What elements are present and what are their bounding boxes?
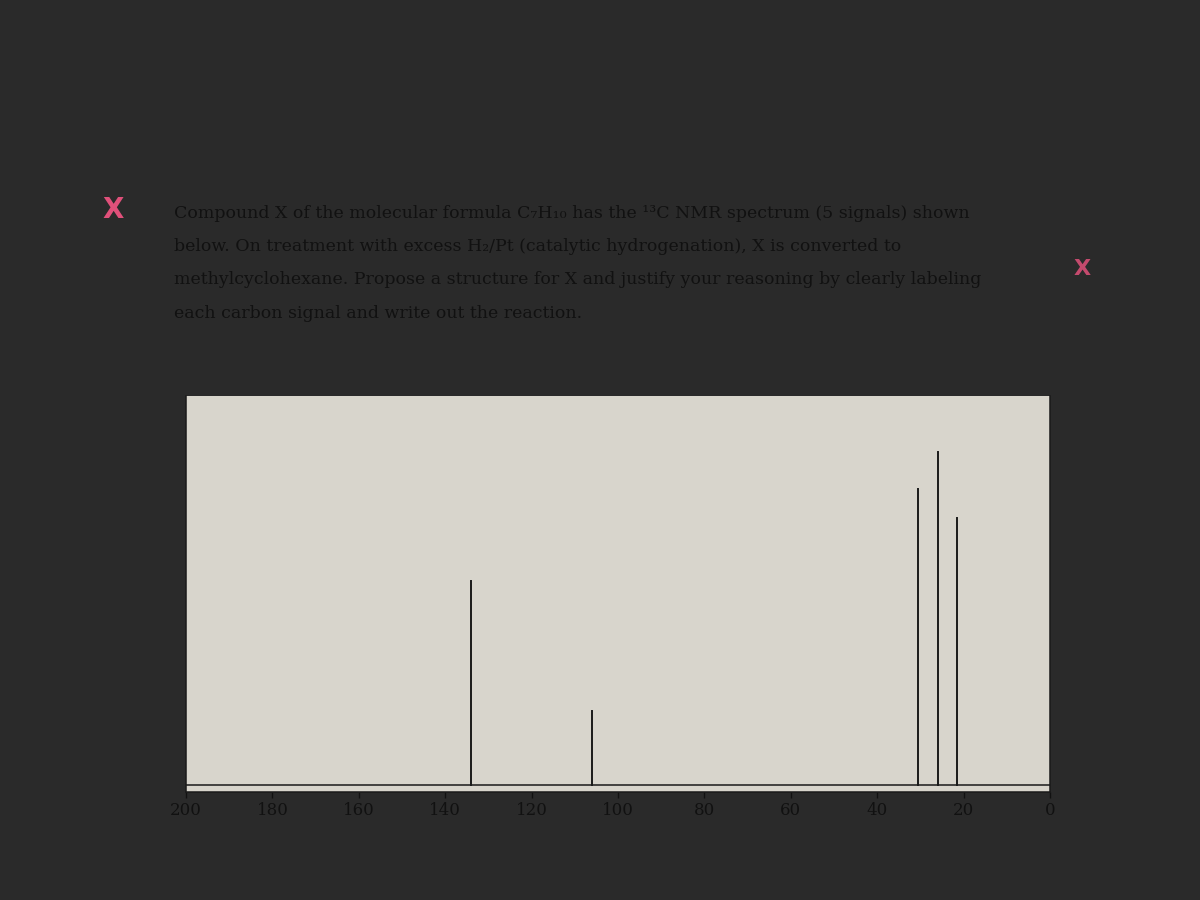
Text: Compound X of the molecular formula C₇H₁₀ has the ¹³C NMR spectrum (5 signals) s: Compound X of the molecular formula C₇H₁… [174, 204, 970, 221]
Text: each carbon signal and write out the reaction.: each carbon signal and write out the rea… [174, 304, 582, 321]
Text: methylcyclohexane. Propose a structure for X and justify your reasoning by clear: methylcyclohexane. Propose a structure f… [174, 271, 982, 288]
Text: below. On treatment with excess H₂/Pt (catalytic hydrogenation), X is converted : below. On treatment with excess H₂/Pt (c… [174, 238, 901, 255]
Text: X: X [1074, 258, 1091, 279]
Text: X: X [102, 195, 124, 224]
